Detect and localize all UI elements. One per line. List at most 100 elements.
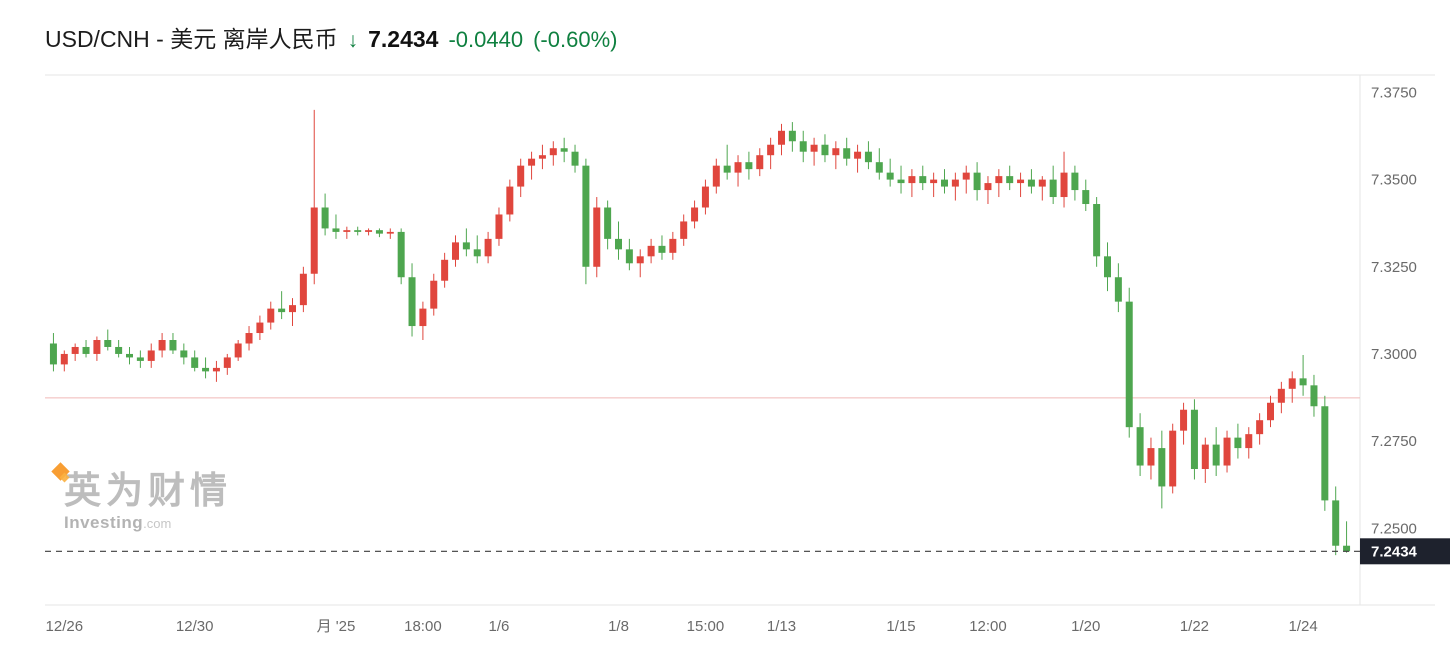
candlestick xyxy=(1060,172,1068,198)
candlestick xyxy=(245,333,253,344)
candlestick xyxy=(843,148,851,159)
candlestick xyxy=(1136,427,1144,466)
candlestick xyxy=(1017,179,1025,184)
candlestick xyxy=(821,144,829,156)
candlestick xyxy=(267,308,275,323)
candlestick xyxy=(1310,385,1318,407)
candlestick xyxy=(158,340,166,351)
candlestick xyxy=(321,207,329,229)
candlestick xyxy=(71,346,79,354)
candlestick xyxy=(289,305,296,313)
y-axis-label: 7.2750 xyxy=(1371,433,1417,450)
watermark-en-suffix: .com xyxy=(143,515,172,531)
candlestick xyxy=(419,308,427,327)
candlestick xyxy=(1256,420,1264,435)
candlestick xyxy=(495,214,503,239)
candlestick xyxy=(930,179,938,184)
candlestick xyxy=(767,144,775,156)
investing-watermark: 英为财情 Investing.com xyxy=(51,462,232,533)
price-change: -0.0440 xyxy=(448,27,524,52)
x-axis-label: 1/20 xyxy=(1071,618,1100,635)
candlestick xyxy=(941,179,948,187)
candlestick xyxy=(1201,444,1209,470)
candlestick xyxy=(169,340,177,351)
x-axis-label: 12/26 xyxy=(46,618,84,635)
candlestick xyxy=(582,165,590,267)
candlestick xyxy=(625,249,633,264)
candlestick xyxy=(1049,179,1057,198)
last-price-badge xyxy=(1360,538,1450,565)
y-axis-label: 7.3250 xyxy=(1371,259,1417,276)
candlestick xyxy=(299,273,307,306)
watermark-en-text: Investing xyxy=(64,512,144,532)
candlestick xyxy=(473,249,481,257)
candlestick xyxy=(1169,430,1177,487)
candlestick xyxy=(365,230,373,232)
candlestick xyxy=(647,245,655,257)
candlestick xyxy=(788,130,796,142)
candlestick xyxy=(669,238,677,253)
x-axis-label: 12:00 xyxy=(969,618,1007,635)
candlestick xyxy=(126,353,133,358)
candlestick xyxy=(799,141,807,152)
last-price: 7.2434 xyxy=(368,26,439,52)
candlestick xyxy=(593,207,601,267)
candlestick xyxy=(1038,179,1046,187)
candlestick xyxy=(549,148,557,156)
watermark-cn: 英为财情 xyxy=(51,462,232,511)
candlestick xyxy=(919,176,927,184)
x-axis-label: 月 '25 xyxy=(317,618,356,635)
price-down-arrow-icon: ↓ xyxy=(347,29,359,52)
candlestick xyxy=(538,155,546,159)
candlestick xyxy=(1299,378,1307,386)
watermark-cn-text: 英为财情 xyxy=(64,470,232,511)
x-axis-label: 1/8 xyxy=(608,618,629,635)
x-axis-label: 15:00 xyxy=(687,618,725,635)
candlestick xyxy=(462,242,470,250)
candlestick xyxy=(995,176,1003,184)
candlestick xyxy=(256,322,264,334)
candlestick xyxy=(658,245,666,253)
candlestick xyxy=(1343,545,1351,552)
x-axis-label: 18:00 xyxy=(404,618,442,635)
candlestick xyxy=(147,350,155,361)
candlestick xyxy=(506,186,514,215)
candlestick xyxy=(441,259,449,281)
candlestick xyxy=(397,231,405,278)
candlestick xyxy=(832,148,840,156)
candlestick xyxy=(1114,277,1122,302)
candlestick xyxy=(408,277,416,327)
candlestick xyxy=(115,346,123,354)
candlestick xyxy=(310,207,318,274)
x-axis-label: 1/15 xyxy=(886,618,915,635)
candlestick xyxy=(1093,204,1101,257)
candlestick xyxy=(701,186,709,208)
x-axis-label: 12/30 xyxy=(176,618,214,635)
candlestick xyxy=(60,353,68,365)
candlestick xyxy=(571,151,579,166)
x-axis-label: 1/13 xyxy=(767,618,796,635)
candlestick xyxy=(234,343,242,358)
candlestick xyxy=(951,179,959,187)
candlestick xyxy=(962,172,970,180)
candlestick xyxy=(223,357,231,368)
candlestick xyxy=(712,165,720,187)
candlestick xyxy=(691,207,699,222)
candlestick xyxy=(1321,406,1329,501)
candlestick xyxy=(1267,402,1274,421)
candlestick xyxy=(810,144,818,152)
candlestick xyxy=(93,340,101,354)
candlestick xyxy=(332,228,340,232)
candlestick xyxy=(1245,434,1253,449)
candlestick xyxy=(386,231,394,234)
candlestick xyxy=(1147,448,1155,466)
candlestick xyxy=(375,230,383,234)
y-axis-label: 7.2500 xyxy=(1371,520,1417,537)
candlestick xyxy=(452,242,459,260)
candlestick xyxy=(908,176,916,184)
candlestick xyxy=(886,172,894,180)
candlestick xyxy=(1180,409,1188,431)
candlestick xyxy=(1190,409,1198,470)
